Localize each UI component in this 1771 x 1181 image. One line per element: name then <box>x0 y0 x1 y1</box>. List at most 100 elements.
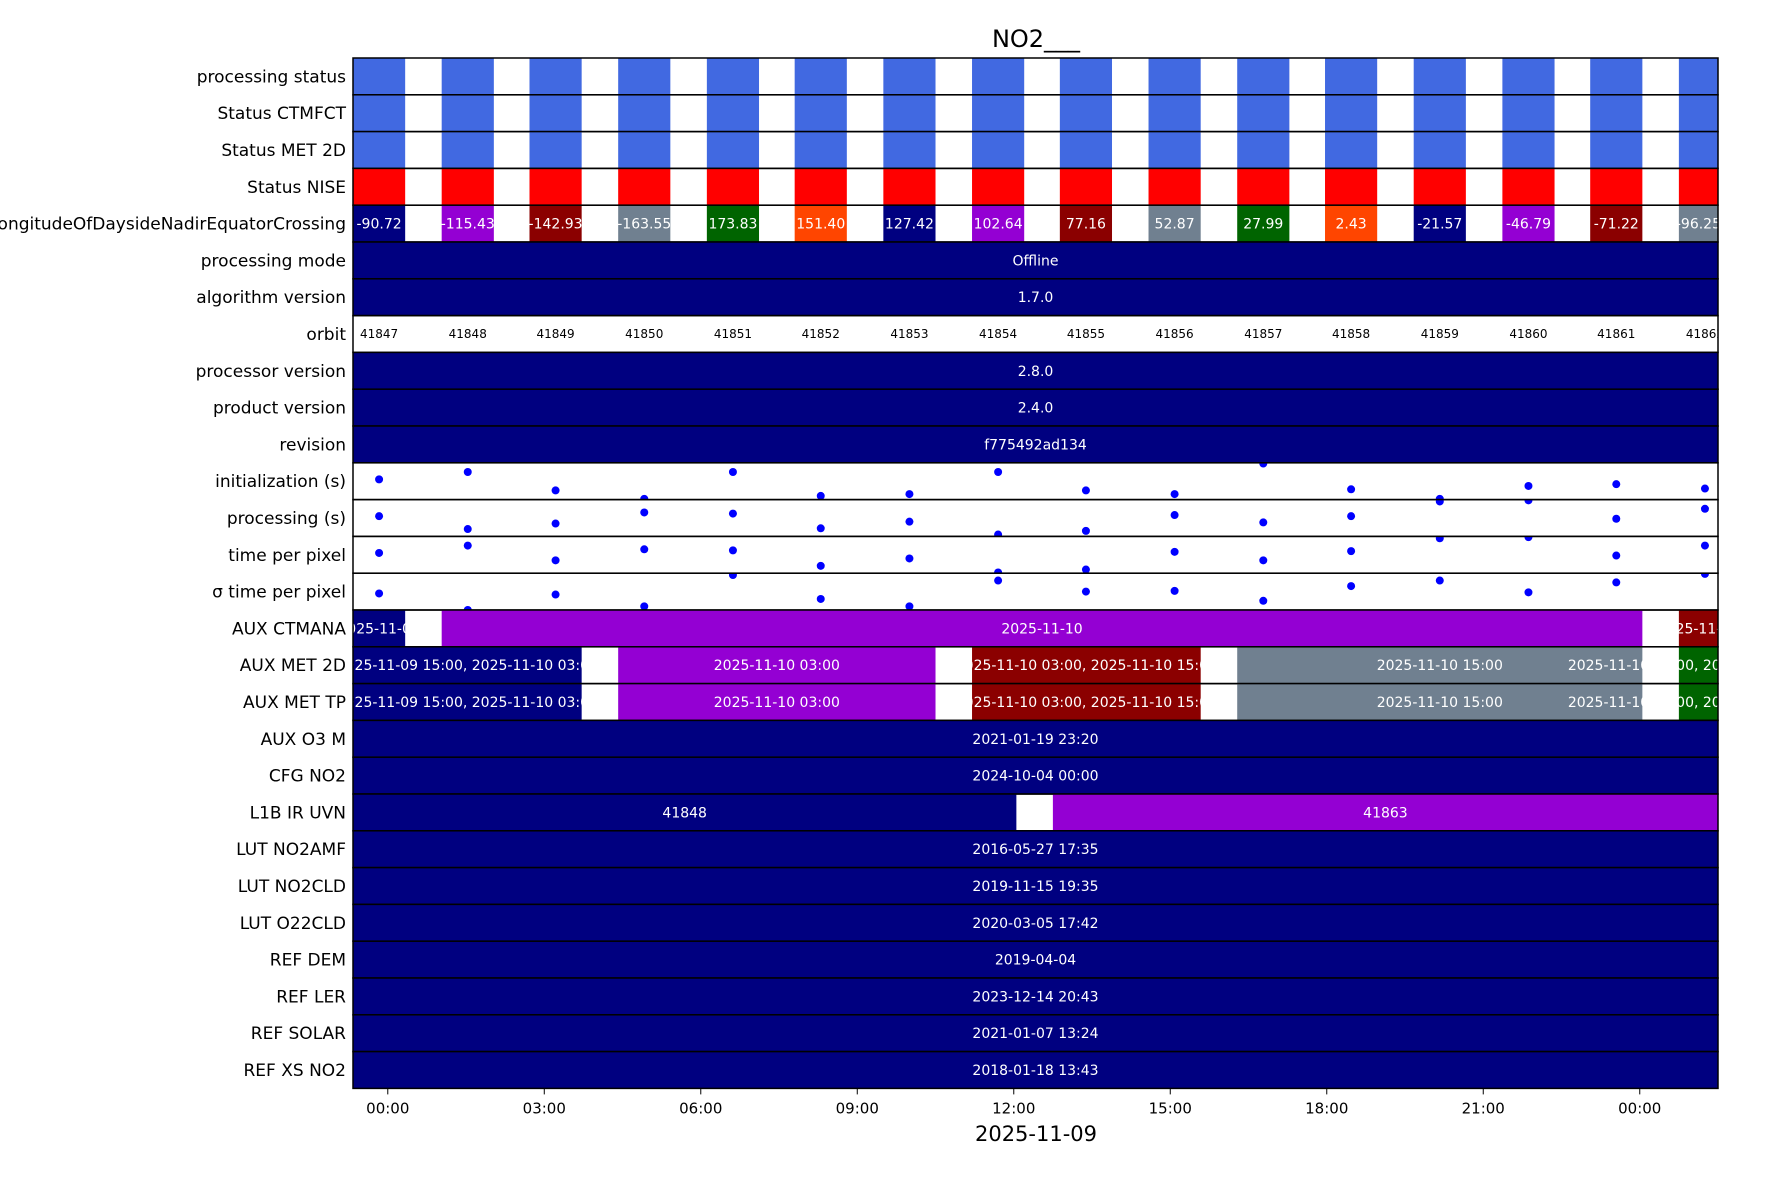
granule-segment <box>1502 205 1555 242</box>
granule-segment <box>1148 94 1201 132</box>
data-point <box>1700 484 1709 493</box>
data-point <box>551 486 560 495</box>
granule-segment <box>972 168 1025 206</box>
row-label: Status CTMFCT <box>217 104 346 124</box>
granule-value-label: -96.25 <box>1676 217 1721 233</box>
row-label: REF XS NO2 <box>244 1061 347 1081</box>
row-19: 2024-10-04 00:00 <box>352 756 1719 795</box>
data-point <box>1524 499 1533 505</box>
granule-segment <box>529 58 582 95</box>
granule-segment <box>1325 58 1378 95</box>
granule-segment <box>441 168 494 206</box>
row-11 <box>352 462 1719 501</box>
data-point <box>1347 582 1356 591</box>
span-segment <box>353 1051 1718 1089</box>
span-segment <box>1237 646 1643 684</box>
data-point <box>728 573 737 580</box>
granule-segment <box>1502 58 1555 95</box>
span-segment <box>353 1014 1718 1052</box>
data-point <box>994 468 1003 476</box>
data-point <box>1612 551 1621 560</box>
granule-value-label: 151.40 <box>796 217 845 233</box>
span-segment <box>1678 646 1718 684</box>
row-5: Offline <box>352 241 1719 280</box>
orbit-number-label: 41855 <box>1067 327 1105 341</box>
data-point <box>375 548 384 557</box>
span-value-label: 2025-11-10 03:00, 2025-11-10 15:00 <box>956 658 1217 674</box>
data-point <box>1170 586 1179 595</box>
granule-segment <box>529 131 582 169</box>
granule-value-label: -21.57 <box>1417 217 1462 233</box>
granule-segment <box>1148 58 1201 95</box>
row-label: σ time per pixel <box>212 583 346 603</box>
granule-segment <box>1413 131 1466 169</box>
row-label: processing (s) <box>227 509 346 529</box>
data-point <box>816 491 825 500</box>
x-axis-label: 2025-11-09 <box>975 1122 1097 1146</box>
span-segment <box>353 757 1718 794</box>
span-segment <box>353 242 1718 279</box>
span-value-label: 2025-11-10 03:00 <box>714 695 840 711</box>
span-segment <box>618 646 936 684</box>
granule-segment <box>618 94 671 132</box>
orbit-number-label: 41848 <box>449 327 487 341</box>
granule-value-label: -115.43 <box>441 217 495 233</box>
granule-value-label: -142.93 <box>529 217 583 233</box>
row-label: LongitudeOfDaysideNadirEquatorCrossing <box>0 215 346 235</box>
data-point <box>375 512 384 521</box>
data-point <box>463 468 472 476</box>
data-point <box>1612 514 1621 523</box>
granule-segment <box>1502 168 1555 206</box>
granule-segment <box>883 94 936 132</box>
granule-segment <box>618 131 671 169</box>
span-segment <box>1052 794 1718 831</box>
span-value-label: 2025-11-09 15:00, 2025-11-10 03:00 <box>337 658 598 674</box>
row-9: 2.4.0 <box>352 388 1719 427</box>
data-point <box>905 490 914 499</box>
data-point <box>1524 481 1533 490</box>
granule-segment <box>1590 131 1643 169</box>
span-value-label: 2025-11-09 <box>338 621 419 637</box>
data-point <box>1700 504 1709 513</box>
granule-segment <box>706 58 760 95</box>
granule-segment <box>1325 168 1378 206</box>
data-point <box>994 568 1003 574</box>
orbit-number-label: 41862 <box>1686 327 1724 341</box>
data-point <box>1612 578 1621 587</box>
orbit-number-label: 41857 <box>1244 327 1282 341</box>
span-segment <box>353 904 1718 942</box>
granule-segment <box>1237 205 1290 242</box>
data-point <box>1347 485 1356 494</box>
orbit-number-label: 41849 <box>536 327 574 341</box>
granule-segment <box>1237 94 1290 132</box>
granule-segment <box>1678 168 1718 206</box>
row-label: Status MET 2D <box>221 141 346 161</box>
granule-segment <box>1237 58 1290 95</box>
x-tick-label: 12:00 <box>992 1099 1035 1117</box>
span-value-label: 41863 <box>1363 805 1408 821</box>
data-point <box>728 468 737 476</box>
data-point <box>994 576 1003 585</box>
granule-segment <box>1678 58 1718 95</box>
span-segment <box>353 610 406 647</box>
row-2 <box>352 130 1719 170</box>
granule-segment <box>1059 168 1113 206</box>
granule-value-label: 127.42 <box>885 217 934 233</box>
data-point <box>640 602 649 611</box>
row-16: 2025-11-09 15:00, 2025-11-10 03:00 2025-1… <box>337 646 1719 685</box>
data-point <box>551 519 560 528</box>
row-label: orbit <box>306 325 346 345</box>
data-point <box>1081 526 1090 535</box>
span-segment <box>1678 610 1718 647</box>
span-value-label: 2019-04-04 <box>995 953 1076 969</box>
granule-segment <box>972 58 1025 95</box>
span-value-label: Offline <box>1013 253 1059 269</box>
row-24: 2019-04-04 <box>352 940 1719 979</box>
granule-value-label: 2.43 <box>1336 217 1367 233</box>
span-value-label: 2.8.0 <box>1018 364 1054 380</box>
granule-segment <box>1590 168 1643 206</box>
span-segment <box>1678 683 1718 721</box>
x-axis: 00:00 03:00 06:00 09:00 12:00 15:00 18:00 21:00… <box>366 1088 1661 1117</box>
granule-value-label: -46.79 <box>1506 217 1551 233</box>
